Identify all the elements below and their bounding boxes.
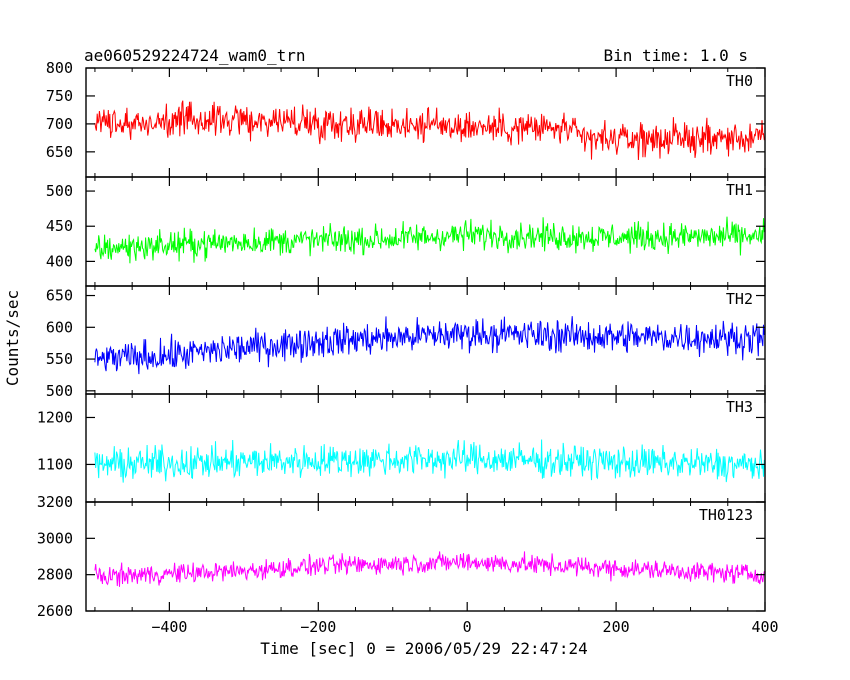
y-tick-label: 1200 xyxy=(37,408,73,426)
bin-time-label: Bin time: 1.0 s xyxy=(604,46,749,65)
y-tick-label: 400 xyxy=(46,252,73,270)
panel-th3: 1100 1200 TH3 xyxy=(37,393,766,503)
series-line-th0123 xyxy=(94,551,765,587)
y-tick-label: 600 xyxy=(46,318,73,336)
y-tick-label: 500 xyxy=(46,382,73,400)
y-tick-label: 750 xyxy=(46,87,73,105)
y-tick-label: 2600 xyxy=(37,602,73,620)
series-label-th3: TH3 xyxy=(726,398,753,416)
series-line-th2 xyxy=(94,316,765,375)
series-label-th0: TH0 xyxy=(726,72,753,90)
y-tick-label: 650 xyxy=(46,143,73,161)
y-tick-label: 700 xyxy=(46,115,73,133)
x-tick-label: 400 xyxy=(751,618,778,636)
panel-th1: 400 450 500 TH1 xyxy=(46,176,766,287)
series-line-th1 xyxy=(94,216,765,264)
x-tick-label: −400 xyxy=(151,618,187,636)
panels-group: 650 700 750 800 TH0 400 450 500 TH1 500 550 600 650 T… xyxy=(37,59,766,620)
y-tick-label: 550 xyxy=(46,350,73,368)
chart-title: ae060529224724_wam0_trn xyxy=(84,46,306,65)
y-tick-label: 800 xyxy=(46,59,73,77)
x-tick-labels: −400 −200 0 200 400 xyxy=(151,618,778,636)
panel-th0123: 2600 2800 3000 3200 TH0123 xyxy=(37,493,766,620)
series-line-th3 xyxy=(94,439,765,483)
series-label-th0123: TH0123 xyxy=(699,506,753,524)
series-label-th1: TH1 xyxy=(726,181,753,199)
x-axis-label: Time [sec] 0 = 2006/05/29 22:47:24 xyxy=(260,639,588,658)
y-tick-label: 650 xyxy=(46,287,73,305)
y-axis-label: Counts/sec xyxy=(3,290,22,386)
y-tick-label: 3000 xyxy=(37,529,73,547)
y-tick-label: 2800 xyxy=(37,566,73,584)
x-tick-label: −200 xyxy=(300,618,336,636)
y-tick-label: 450 xyxy=(46,217,73,235)
series-line-th0 xyxy=(94,100,765,161)
x-tick-label: 0 xyxy=(463,618,472,636)
series-label-th2: TH2 xyxy=(726,290,753,308)
panel-frame xyxy=(85,501,766,612)
panel-th0: 650 700 750 800 TH0 xyxy=(46,59,766,178)
panel-th2: 500 550 600 650 TH2 xyxy=(46,285,766,400)
y-tick-label: 3200 xyxy=(37,493,73,511)
x-tick-label: 200 xyxy=(603,618,630,636)
y-tick-label: 1100 xyxy=(37,455,73,473)
y-tick-label: 500 xyxy=(46,182,73,200)
